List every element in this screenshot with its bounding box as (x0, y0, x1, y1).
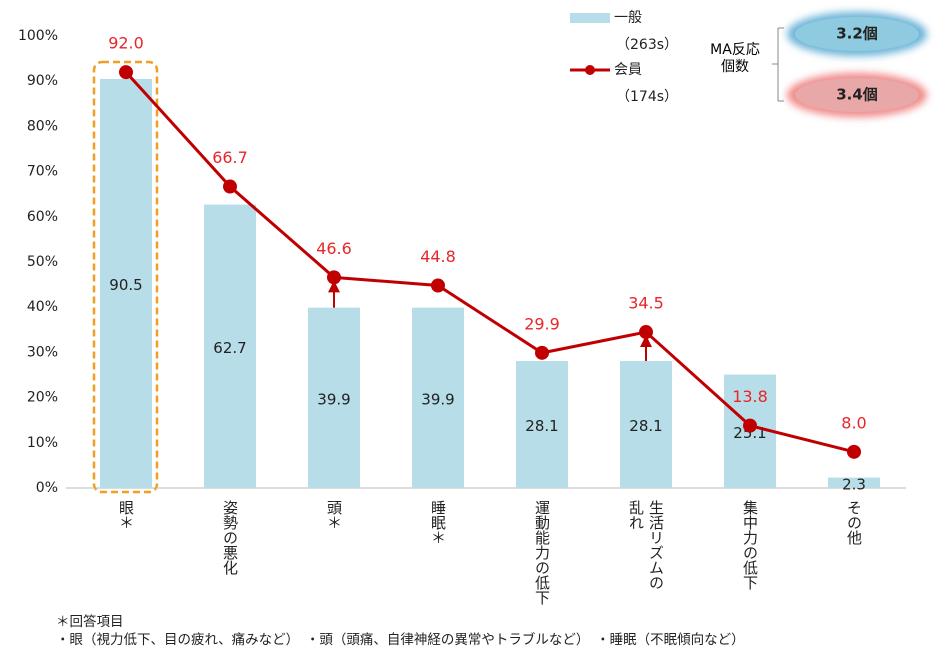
line-marker (119, 65, 133, 80)
footnote-title: ＊回答項目 (56, 614, 124, 630)
legend-swatch (570, 13, 610, 23)
line-marker (847, 444, 861, 459)
bar (516, 360, 568, 488)
line-value-label: 46.6 (316, 239, 352, 258)
bar-value-label: 39.9 (421, 390, 454, 408)
line-value-label: 29.9 (524, 314, 560, 333)
legend-sample: （174s） (616, 89, 678, 105)
x-tick-label: 姿勢の悪化 (221, 500, 239, 575)
y-tick-label: 50% (27, 254, 58, 270)
x-tick-label: 睡眠＊ (429, 500, 447, 545)
line-value-label: 34.5 (628, 294, 664, 313)
x-tick-label: 眼＊ (117, 500, 135, 530)
line-value-label: 44.8 (420, 247, 456, 266)
y-tick-label: 80% (27, 118, 58, 134)
bar (204, 204, 256, 488)
line-marker (431, 278, 445, 293)
y-tick-label: 30% (27, 344, 58, 360)
legend-label: 一般 (614, 10, 642, 26)
bar (308, 307, 360, 488)
line-marker (535, 345, 549, 360)
line-marker (743, 418, 757, 433)
line (124, 71, 855, 454)
x-tick-label: その他 (845, 500, 863, 545)
line-value-label: 66.7 (212, 148, 248, 167)
bar (100, 78, 152, 488)
x-tick-label: 運動能力の低下 (533, 500, 551, 605)
line-marker (327, 270, 341, 285)
x-tick-label: 集中力の低下 (741, 500, 759, 590)
line-marker (223, 179, 237, 194)
bar (828, 477, 880, 488)
line-value-label: 92.0 (108, 34, 144, 53)
bar (412, 307, 464, 488)
bar-value-label: 2.3 (842, 475, 866, 493)
ma-ellipse (795, 17, 919, 51)
y-tick-label: 20% (27, 390, 58, 406)
y-tick-label: 60% (27, 209, 58, 225)
line-value-label: 8.0 (841, 413, 866, 432)
bar (620, 360, 672, 488)
x-tick-label: 頭＊ (325, 500, 343, 530)
footnote: ・眼（視力低下、目の疲れ、痛みなど） ・頭（頭痛、自律神経の異常やトラブルなど）… (56, 632, 745, 648)
legend-sample: （263s） (616, 37, 678, 53)
bar-value-label: 28.1 (629, 417, 662, 435)
x-tick-label: 生活リズムの 乱れ (627, 500, 665, 590)
ma-label: MA反応 個数 (710, 42, 760, 75)
legend-label: 会員 (614, 62, 642, 78)
highlight-box (92, 60, 159, 494)
y-tick-label: 10% (27, 435, 58, 451)
bar-value-label: 28.1 (525, 417, 558, 435)
line-marker (639, 325, 653, 340)
bar-value-label: 62.7 (213, 339, 246, 357)
y-tick-label: 0% (36, 480, 58, 496)
ma-value: 3.4個 (836, 86, 878, 104)
ma-value: 3.2個 (836, 25, 878, 43)
y-tick-label: 100% (18, 28, 58, 44)
bar-value-label: 39.9 (317, 390, 350, 408)
y-tick-label: 90% (27, 73, 58, 89)
ma-ellipse (795, 78, 919, 112)
bar-value-label: 90.5 (109, 276, 142, 294)
line-value-label: 13.8 (732, 387, 768, 406)
y-tick-label: 40% (27, 299, 58, 315)
y-tick-label: 70% (27, 164, 58, 180)
legend-marker (585, 65, 595, 75)
